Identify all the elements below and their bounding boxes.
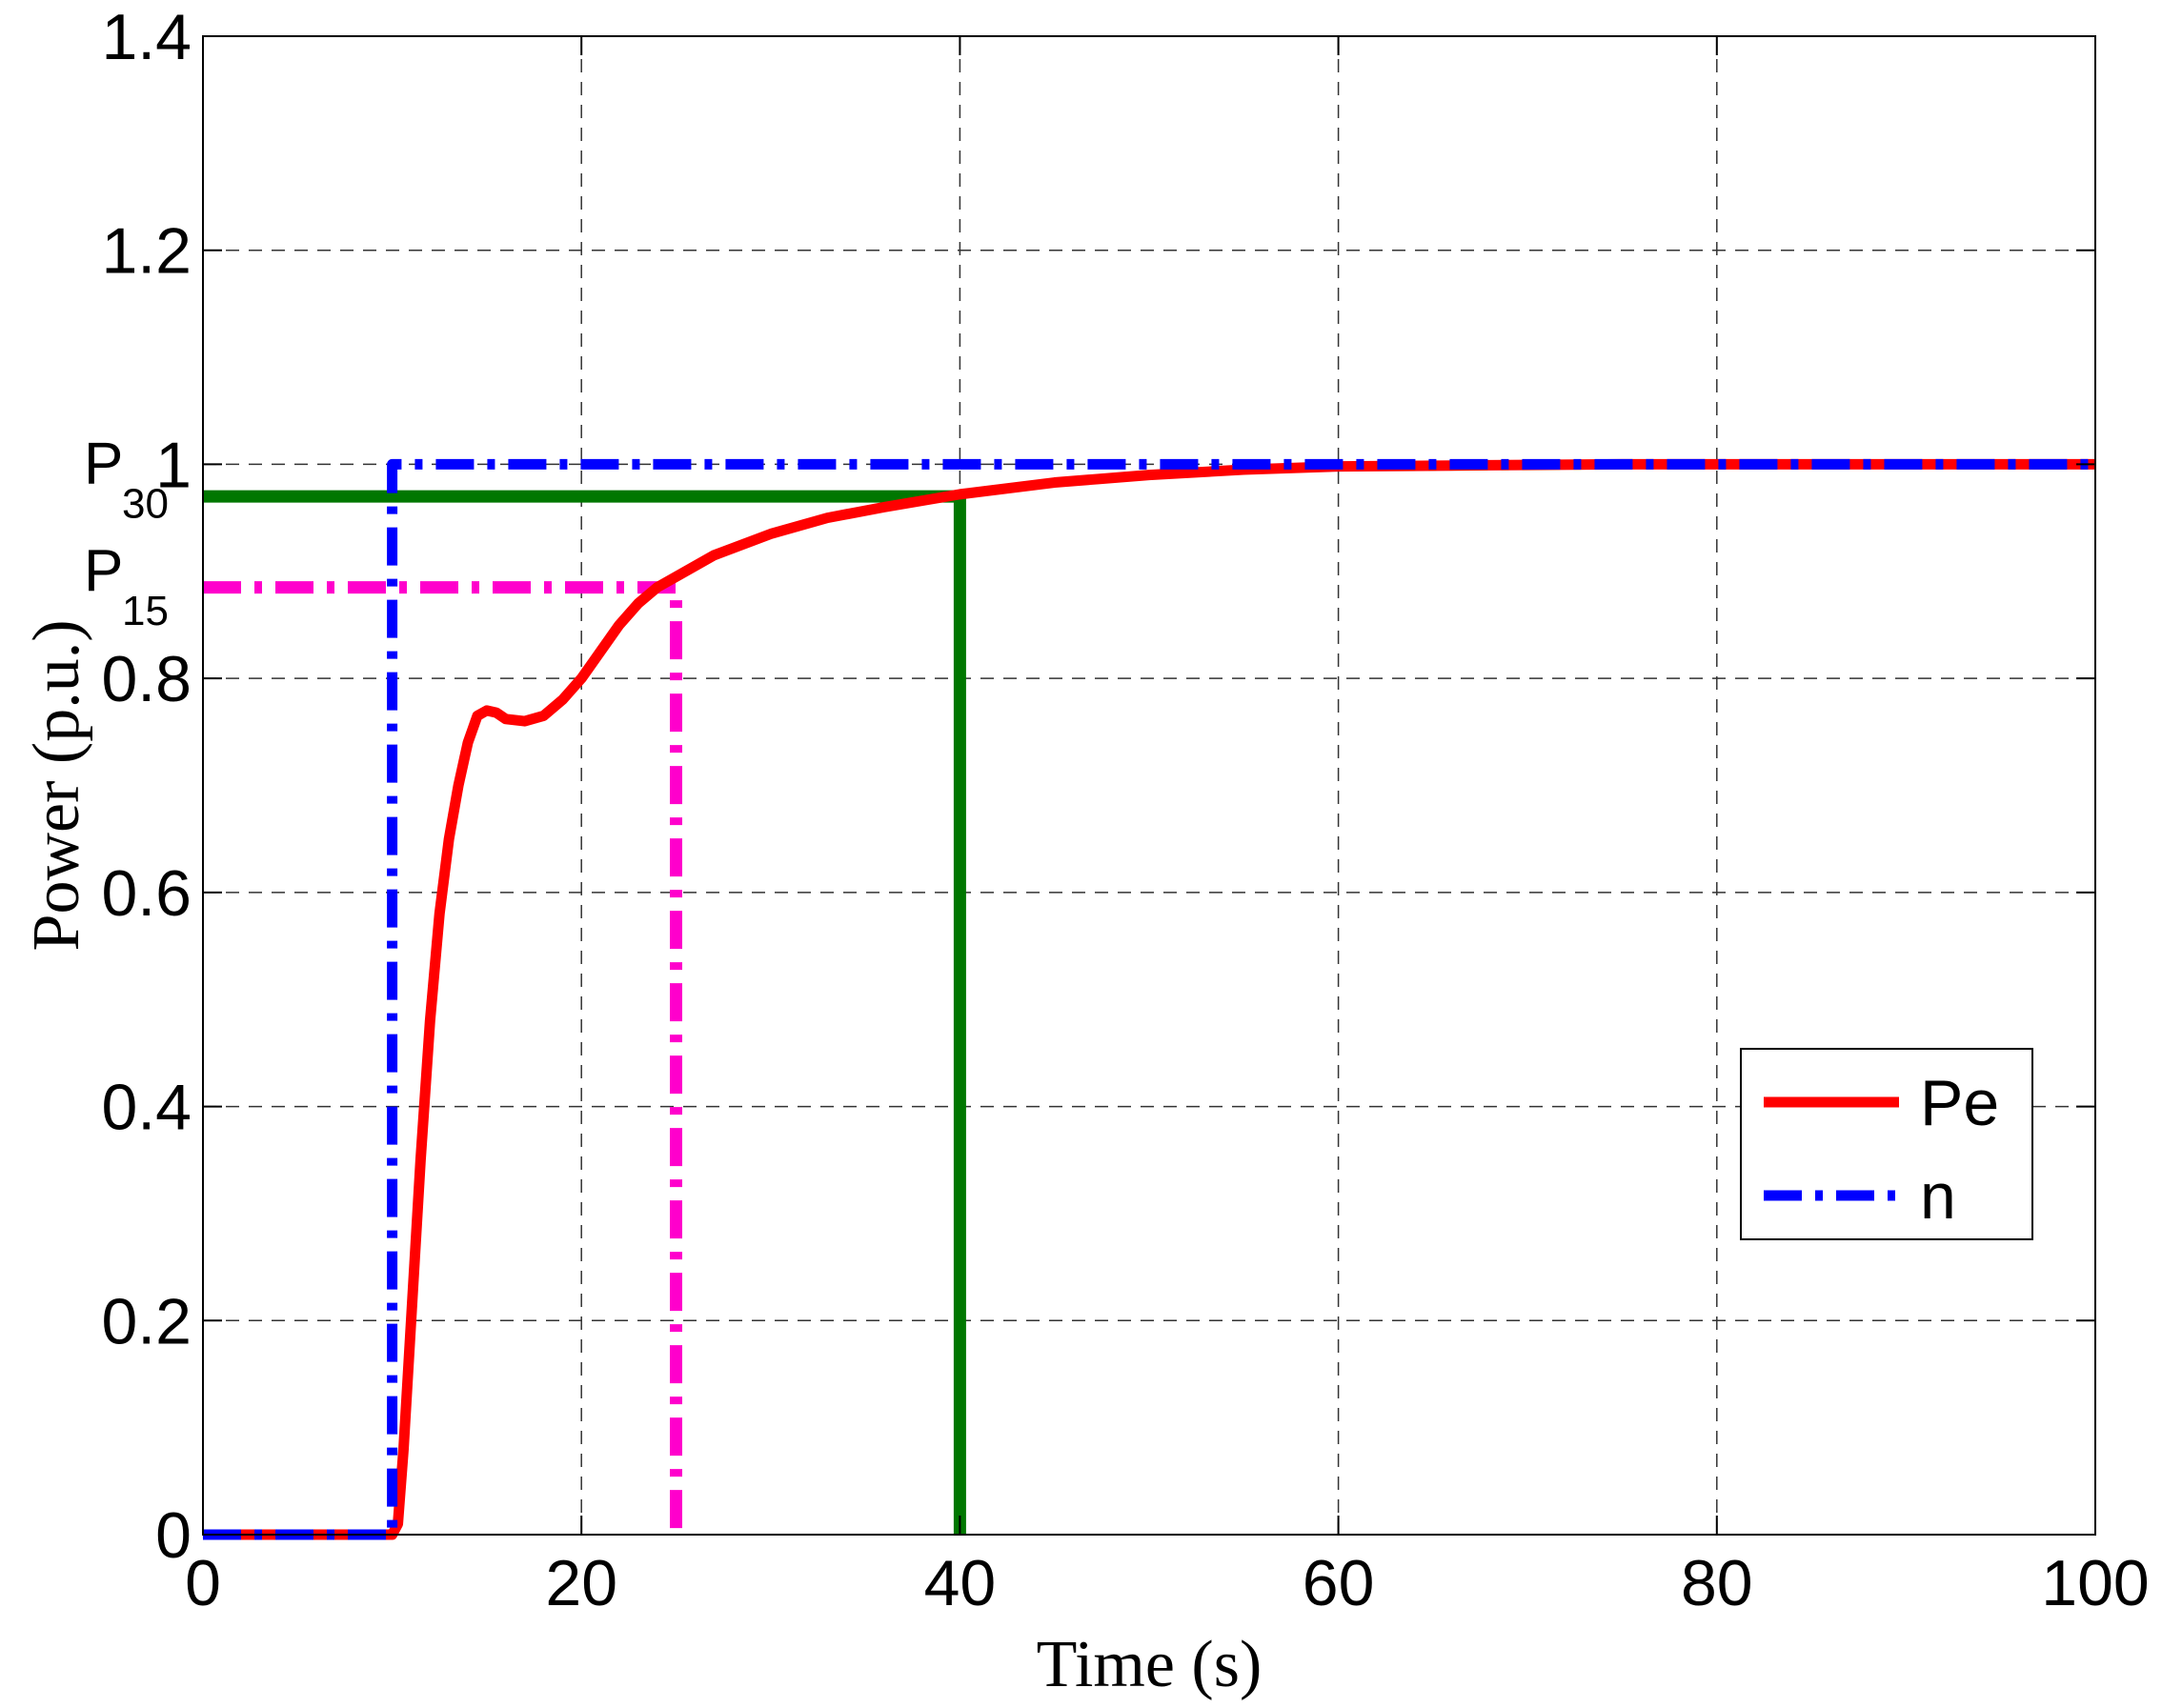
annotation-subscript-15: 15 <box>122 588 169 634</box>
axis-ticks <box>202 35 2096 1536</box>
y-tick-label: 0.4 <box>101 1072 192 1144</box>
y-tick-label: 0.6 <box>101 857 192 930</box>
x-axis-label: Time (s) <box>1037 1628 1263 1701</box>
grid-lines <box>203 36 2095 1535</box>
annotation-subscript-30: 30 <box>122 480 169 527</box>
x-tick-label: 20 <box>545 1547 617 1619</box>
legend: Pe n <box>1740 1048 2033 1240</box>
x-tick-label: 100 <box>2041 1547 2149 1619</box>
y-tick-label: 1.4 <box>101 1 192 73</box>
annotation-p30: P <box>84 431 123 496</box>
x-tick-label: 0 <box>185 1547 221 1619</box>
legend-label-pe: Pe <box>1920 1067 1999 1139</box>
series-line-pe <box>203 458 2095 1540</box>
x-tick-label: 40 <box>924 1547 997 1619</box>
plot-frame <box>202 35 2096 1536</box>
y-tick-label: 1.2 <box>101 215 192 288</box>
y-tick-label: 0 <box>155 1499 192 1572</box>
legend-label-n: n <box>1920 1160 1956 1233</box>
reference-line-p15 <box>203 581 682 1535</box>
y-tick-label: 1 <box>155 429 192 501</box>
y-axis-label: Power (p.u.) <box>20 620 93 952</box>
annotation-p15: P <box>84 538 123 604</box>
legend-box <box>1740 1048 2033 1240</box>
tick-labels: 0 20 40 60 80 100 0 0.2 0.4 0.6 0.8 1 1.2 1.4 <box>101 1 2149 1619</box>
y-tick-label: 0.8 <box>101 643 192 715</box>
x-tick-label: 60 <box>1303 1547 1375 1619</box>
y-tick-label: 0.2 <box>101 1285 192 1357</box>
x-tick-label: 80 <box>1681 1547 1753 1619</box>
